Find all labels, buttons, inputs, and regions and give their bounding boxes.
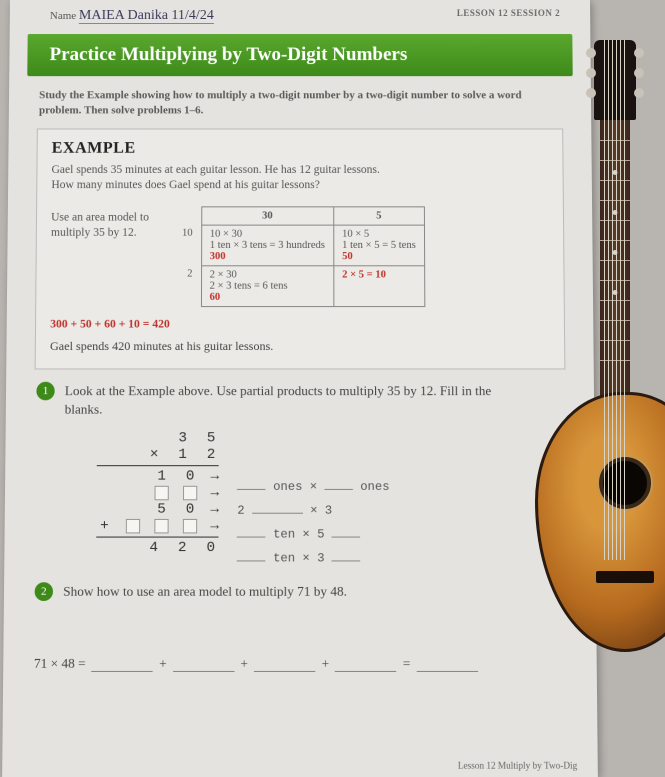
- row-label-10: 10: [174, 225, 201, 266]
- col-header-5: 5: [333, 207, 424, 225]
- q2-text: Show how to use an area model to multipl…: [63, 583, 530, 601]
- q1-number: 1: [36, 382, 54, 400]
- blank-box: [155, 486, 169, 500]
- example-sum: 300 + 50 + 60 + 10 = 420: [50, 317, 550, 333]
- col-header-30: 30: [201, 207, 333, 225]
- cell-2x5: 2 × 5 = 10: [334, 265, 425, 306]
- blank-box: [183, 519, 197, 534]
- guitar-body: [535, 392, 665, 652]
- row-label-2: 2: [174, 265, 201, 306]
- lesson-meta: LESSON 12 SESSION 2: [457, 8, 560, 24]
- partial-product-notes: ones × ones 2 × 3 ten × 5 ten × 3: [237, 430, 390, 566]
- instructions: Study the Example showing how to multipl…: [9, 84, 592, 128]
- example-result: Gael spends 420 minutes at his guitar le…: [50, 339, 550, 354]
- example-title: EXAMPLE: [52, 139, 549, 157]
- cell-10x30: 10 × 30 1 ten × 3 tens = 3 hundreds 300: [201, 225, 333, 266]
- guitar-strings: [604, 40, 626, 560]
- blank-box: [126, 519, 140, 534]
- blank-box: [183, 486, 197, 500]
- q2-equation: 71 × 48 = + + + =: [3, 614, 597, 681]
- example-box: EXAMPLE Gael spends 35 minutes at each g…: [35, 128, 566, 370]
- question-1: 1 Look at the Example above. Use partial…: [4, 370, 596, 579]
- header-row: Name MAIEA Danika 11/4/24 LESSON 12 SESS…: [10, 0, 591, 28]
- example-line-2: How many minutes does Gael spend at his …: [51, 178, 548, 194]
- q1-work-area: 35 ×12 10→ → 50→ +→ 420 ones × ones 2 × …: [96, 430, 565, 566]
- multiplication-column: 35 ×12 10→ → 50→ +→ 420: [96, 430, 219, 566]
- blank-box: [154, 519, 168, 534]
- name-field: Name MAIEA Danika 11/4/24: [50, 8, 214, 24]
- eq-lhs: 71 × 48 =: [34, 656, 86, 673]
- example-line-1: Gael spends 35 minutes at each guitar le…: [51, 163, 548, 179]
- cell-10x5: 10 × 5 1 ten × 5 = 5 tens 50: [333, 225, 424, 266]
- title-banner: Practice Multiplying by Two-Digit Number…: [27, 34, 572, 76]
- cell-2x30: 2 × 30 2 × 3 tens = 6 tens 60: [201, 265, 334, 306]
- guitar-image: [535, 40, 665, 760]
- question-2: 2 Show how to use an area model to multi…: [4, 578, 596, 613]
- area-model-table: 30 5 10 10 × 30 1 ten × 3 tens = 3 hundr…: [174, 206, 425, 307]
- q2-number: 2: [35, 583, 54, 602]
- q1-text: Look at the Example above. Use partial p…: [65, 382, 529, 418]
- guitar-bridge: [596, 571, 654, 583]
- name-label: Name: [50, 10, 76, 22]
- worksheet-page: Name MAIEA Danika 11/4/24 LESSON 12 SESS…: [2, 0, 598, 777]
- name-written: MAIEA Danika 11/4/24: [79, 8, 214, 24]
- page-footer: Lesson 12 Multiply by Two-Dig: [458, 760, 577, 771]
- area-model-prompt: Use an area model to multiply 35 by 12.: [51, 200, 162, 242]
